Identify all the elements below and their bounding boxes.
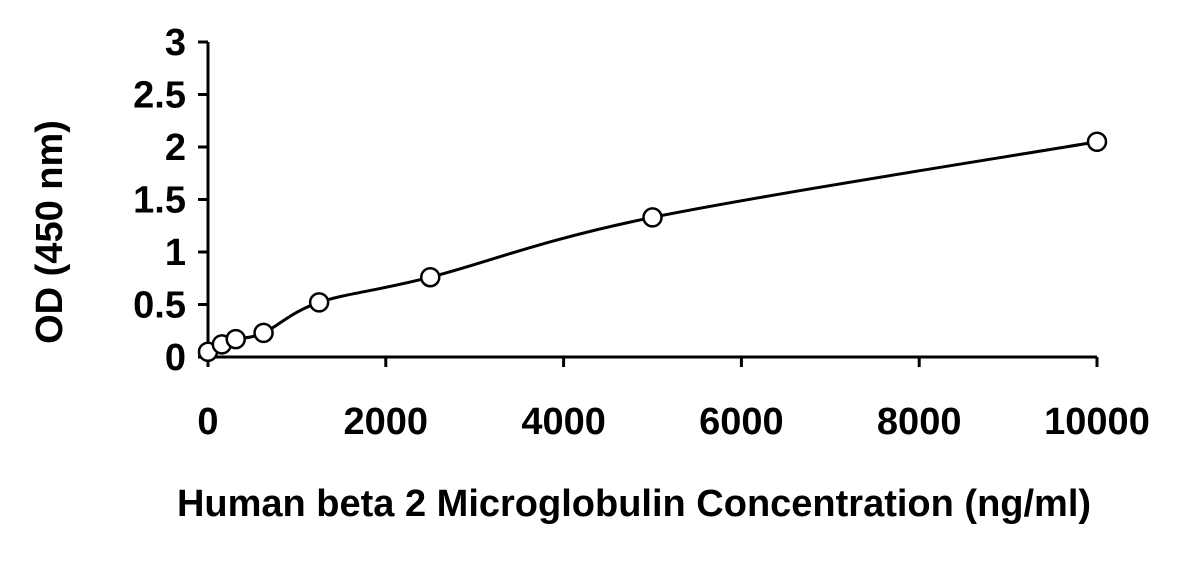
fit-curve bbox=[207, 140, 1098, 354]
data-point bbox=[225, 328, 246, 350]
y-tick-label: 0 bbox=[165, 337, 186, 379]
x-tick-label: 8000 bbox=[877, 401, 962, 443]
y-tick-label: 1 bbox=[165, 232, 186, 274]
data-point bbox=[308, 292, 330, 313]
tick-labels: 0 0.5 1 1.5 2 2.5 3 0 2000 4000 6000 8000 10000 bbox=[133, 22, 1150, 443]
fit-curve-layer bbox=[207, 140, 1098, 354]
data-point bbox=[420, 266, 441, 288]
y-tick-label: 1.5 bbox=[133, 180, 186, 222]
data-point bbox=[253, 322, 274, 344]
axes bbox=[198, 40, 1099, 367]
x-tick-label: 6000 bbox=[699, 401, 784, 443]
data-points bbox=[197, 131, 1108, 362]
y-tick-label: 0.5 bbox=[133, 285, 186, 327]
x-axis-title: Human beta 2 Microglobulin Concentration… bbox=[177, 483, 1091, 525]
data-point bbox=[642, 207, 663, 228]
y-tick-label: 2 bbox=[165, 127, 186, 169]
x-tick-label: 4000 bbox=[521, 401, 606, 443]
x-tick-label: 0 bbox=[197, 401, 218, 443]
x-tick-label: 2000 bbox=[344, 401, 429, 443]
y-tick-label: 2.5 bbox=[133, 75, 186, 117]
data-point bbox=[1086, 131, 1108, 152]
y-axis-title: OD (450 nm) bbox=[29, 120, 71, 344]
x-tick-label: 10000 bbox=[1044, 401, 1150, 443]
y-tick-label: 3 bbox=[165, 22, 186, 64]
